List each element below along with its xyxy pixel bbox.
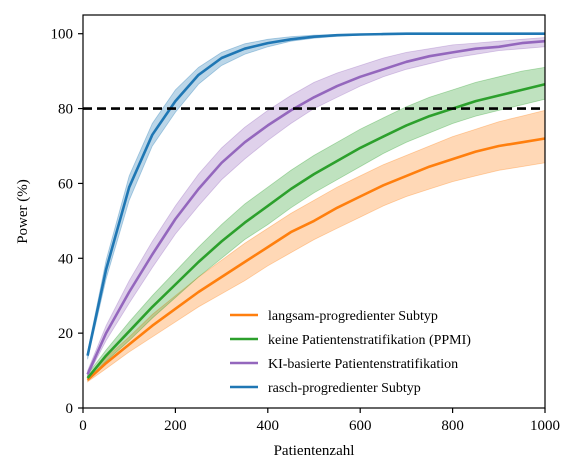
x-axis-title: Patientenzahl (274, 443, 355, 459)
x-tick-label: 0 (79, 418, 87, 434)
x-tick-label: 200 (164, 418, 187, 434)
y-axis-ticks: 0 20 40 60 80 100 (51, 27, 83, 417)
legend-label-2: keine Patientenstratifikation (PPMI) (268, 333, 471, 348)
line-series-4 (86, 32, 545, 356)
y-tick-label: 60 (58, 176, 73, 192)
x-tick-label: 400 (257, 418, 280, 434)
x-axis-ticks: 0 200 400 600 800 1000 (79, 408, 560, 434)
legend-label-3: KI-basierte Patientenstratifikation (268, 357, 458, 372)
plot-frame (82, 14, 546, 409)
line-series-2 (86, 82, 546, 379)
x-tick-label: 800 (441, 418, 464, 434)
series-lines (86, 32, 546, 381)
confidence-bands (87, 33, 546, 383)
x-tick-label: 600 (349, 418, 372, 434)
legend-label-4: rasch-progredienter Subtyp (268, 381, 421, 396)
y-tick-label: 80 (58, 102, 73, 118)
x-tick-label: 1000 (530, 418, 560, 434)
line-series-1 (86, 137, 546, 381)
line-series-3 (86, 39, 546, 375)
legend-label-1: langsam-progredienter Subtyp (268, 309, 438, 324)
y-tick-label: 20 (58, 326, 73, 342)
y-tick-label: 40 (58, 251, 73, 267)
y-tick-label: 100 (51, 27, 74, 43)
y-axis-title: Power (%) (15, 179, 31, 244)
legend: langsam-progredienter Subtyp keine Patien… (230, 309, 471, 396)
y-tick-label: 0 (66, 401, 74, 417)
